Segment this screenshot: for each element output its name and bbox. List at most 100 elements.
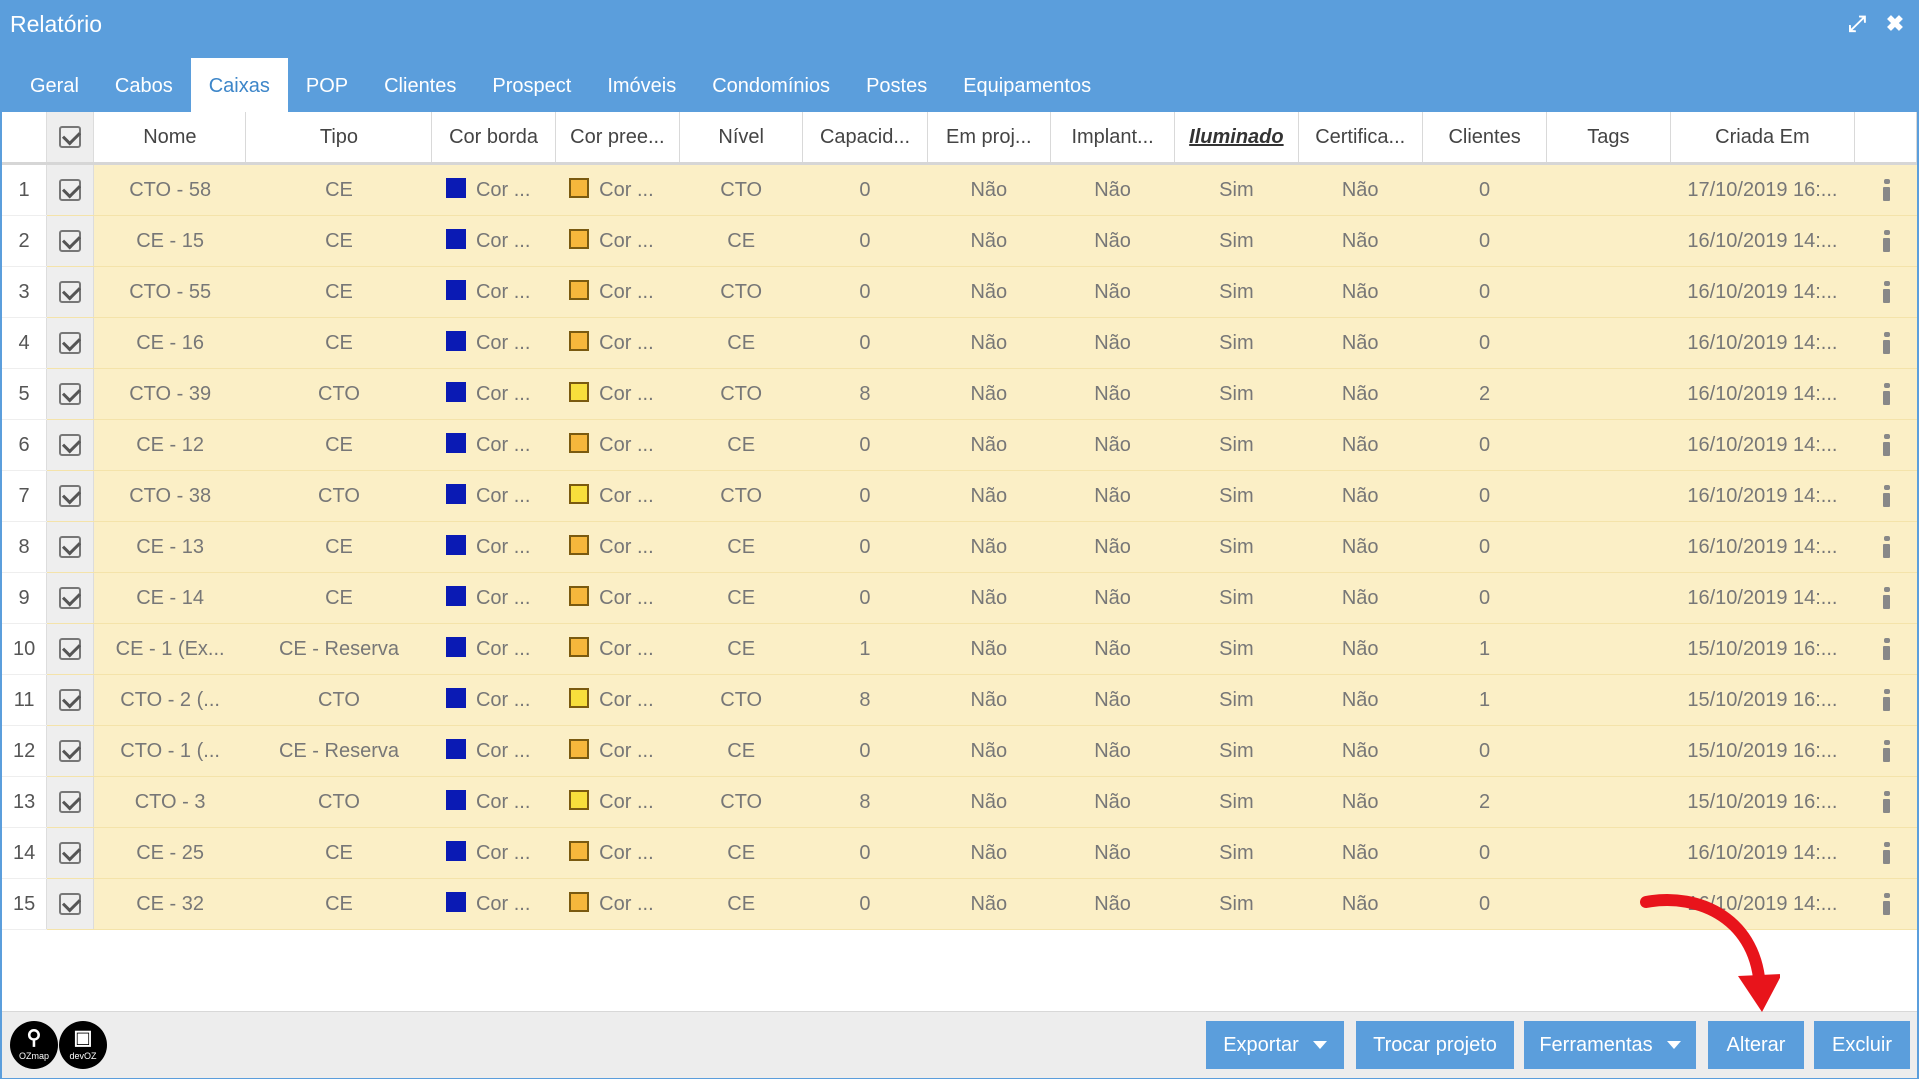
select-all-checkbox[interactable] bbox=[46, 112, 95, 165]
row-info-button[interactable] bbox=[1854, 878, 1917, 930]
row-checkbox[interactable] bbox=[46, 521, 95, 573]
tab-clientes[interactable]: Clientes bbox=[384, 75, 457, 97]
column-header[interactable]: Clientes bbox=[1422, 112, 1548, 165]
devoz-logo[interactable]: ▣ devOZ bbox=[59, 1021, 107, 1069]
tab-geral[interactable]: Geral bbox=[30, 75, 79, 97]
fill-color-swatch bbox=[569, 484, 590, 504]
border-color-swatch bbox=[445, 586, 466, 606]
column-header[interactable]: Tags bbox=[1546, 112, 1671, 165]
row-checkbox[interactable] bbox=[46, 725, 95, 777]
tab-caixas[interactable]: Caixas bbox=[190, 58, 288, 112]
cell-certificado: Não bbox=[1298, 317, 1423, 369]
tab-pop[interactable]: POP bbox=[305, 75, 349, 97]
row-checkbox[interactable] bbox=[46, 674, 95, 726]
column-header[interactable]: Em proj... bbox=[927, 112, 1051, 165]
tab-imoveis[interactable]: Imóveis bbox=[607, 75, 677, 97]
color-label: Cor ... bbox=[599, 587, 654, 609]
table-row[interactable]: 2 CE - 15 CE Cor ... Cor ... CE 0 Não Não Sim Não 0… bbox=[2, 215, 1917, 267]
row-info-button[interactable] bbox=[1854, 725, 1917, 777]
row-number: 2 bbox=[2, 215, 48, 267]
column-header[interactable]: Iluminado bbox=[1174, 112, 1299, 165]
tab-prospect[interactable]: Prospect bbox=[492, 75, 572, 97]
row-checkbox[interactable] bbox=[46, 266, 95, 318]
row-checkbox[interactable] bbox=[46, 317, 95, 369]
row-info-button[interactable] bbox=[1854, 470, 1917, 522]
collapse-icon[interactable]: ⤢ bbox=[1848, 11, 1866, 36]
tab-cabos[interactable]: Cabos bbox=[114, 75, 173, 97]
cell-nivel: CE bbox=[679, 827, 803, 879]
delete-button[interactable]: Excluir bbox=[1814, 1021, 1910, 1069]
row-info-button[interactable] bbox=[1854, 674, 1917, 726]
checkbox-checked-icon bbox=[59, 383, 82, 406]
table-row[interactable]: 4 CE - 16 CE Cor ... Cor ... CE 0 Não Não Sim Não 0… bbox=[2, 317, 1917, 369]
cell-capacidade: 8 bbox=[802, 368, 928, 420]
row-info-button[interactable] bbox=[1854, 317, 1917, 369]
cell-tags bbox=[1546, 368, 1671, 420]
cell-em-projeto: Não bbox=[927, 725, 1051, 777]
table-row[interactable]: 7 CTO - 38 CTO Cor ... Cor ... CTO 0 Não Não Sim N… bbox=[2, 470, 1917, 522]
close-icon[interactable]: ✖ bbox=[1885, 11, 1905, 36]
row-checkbox[interactable] bbox=[46, 419, 95, 471]
color-label: Cor ... bbox=[599, 179, 654, 201]
column-header[interactable]: Nível bbox=[679, 112, 804, 165]
table-row[interactable]: 12 CTO - 1 (... CE - Reserva Cor ... Cor ...… bbox=[2, 725, 1917, 777]
row-info-button[interactable] bbox=[1854, 368, 1917, 420]
column-header[interactable]: Implant... bbox=[1050, 112, 1176, 165]
table-row[interactable]: 8 CE - 13 CE Cor ... Cor ... CE 0 Não Não Sim Não 0… bbox=[2, 521, 1917, 573]
boxes-table: Nome Tipo Cor borda Cor pree... Nível Capacid… bbox=[2, 112, 1917, 930]
tab-postes[interactable]: Postes bbox=[866, 75, 928, 97]
checkbox-checked-icon bbox=[59, 332, 82, 355]
fill-color-swatch bbox=[569, 382, 590, 402]
row-info-button[interactable] bbox=[1854, 266, 1917, 318]
column-header[interactable]: Cor borda bbox=[431, 112, 556, 165]
row-checkbox[interactable] bbox=[46, 368, 95, 420]
row-info-button[interactable] bbox=[1854, 572, 1917, 624]
row-info-button[interactable] bbox=[1854, 419, 1917, 471]
column-header[interactable]: Tipo bbox=[245, 112, 433, 165]
row-info-button[interactable] bbox=[1854, 521, 1917, 573]
table-row[interactable]: 6 CE - 12 CE Cor ... Cor ... CE 0 Não Não Sim Não 0… bbox=[2, 419, 1917, 471]
row-checkbox[interactable] bbox=[46, 163, 95, 216]
cell-capacidade: 0 bbox=[802, 521, 928, 573]
row-info-button[interactable] bbox=[1854, 623, 1917, 675]
cell-nivel: CE bbox=[679, 419, 803, 471]
tab-condominios[interactable]: Condomínios bbox=[712, 75, 831, 97]
cell-nome: CE - 13 bbox=[93, 521, 246, 573]
tools-button[interactable]: Ferramentas bbox=[1524, 1021, 1696, 1069]
row-info-button[interactable] bbox=[1854, 163, 1917, 216]
row-checkbox[interactable] bbox=[46, 623, 95, 675]
ozmap-logo[interactable]: ⚲ OZmap bbox=[10, 1021, 58, 1069]
cell-iluminado: Sim bbox=[1174, 623, 1298, 675]
row-checkbox[interactable] bbox=[46, 827, 95, 879]
column-header[interactable]: Certifica... bbox=[1298, 112, 1423, 165]
row-checkbox[interactable] bbox=[46, 215, 95, 267]
row-checkbox[interactable] bbox=[46, 572, 95, 624]
cell-nivel: CE bbox=[679, 572, 803, 624]
table-row[interactable]: 3 CTO - 55 CE Cor ... Cor ... CTO 0 Não Não Sim Nã… bbox=[2, 266, 1917, 318]
row-info-button[interactable] bbox=[1854, 215, 1917, 267]
row-checkbox[interactable] bbox=[46, 878, 95, 930]
table-row[interactable]: 15 CE - 32 CE Cor ... Cor ... CE 0 Não Não Sim Não… bbox=[2, 878, 1917, 930]
tab-equipamentos[interactable]: Equipamentos bbox=[963, 75, 1092, 97]
edit-button[interactable]: Alterar bbox=[1708, 1021, 1804, 1069]
table-row[interactable]: 5 CTO - 39 CTO Cor ... Cor ... CTO 8 Não Não Sim N… bbox=[2, 368, 1917, 420]
cell-criada-em: 16/10/2019 14:... bbox=[1670, 317, 1855, 369]
row-checkbox[interactable] bbox=[46, 470, 95, 522]
cell-criada-em: 16/10/2019 14:... bbox=[1670, 827, 1855, 879]
table-row[interactable]: 14 CE - 25 CE Cor ... Cor ... CE 0 Não Não Sim Não… bbox=[2, 827, 1917, 879]
column-header[interactable]: Cor pree... bbox=[555, 112, 681, 165]
row-checkbox[interactable] bbox=[46, 776, 95, 828]
change-project-button[interactable]: Trocar projeto bbox=[1356, 1021, 1514, 1069]
column-header[interactable]: Capacid... bbox=[802, 112, 928, 165]
column-header[interactable]: Criada Em bbox=[1670, 112, 1856, 165]
row-info-button[interactable] bbox=[1854, 827, 1917, 879]
table-row[interactable]: 13 CTO - 3 CTO Cor ... Cor ... CTO 8 Não Não Sim N… bbox=[2, 776, 1917, 828]
table-row[interactable]: 1 CTO - 58 CE Cor ... Cor ... CTO 0 Não Não Sim Nã… bbox=[2, 163, 1917, 216]
table-row[interactable]: 9 CE - 14 CE Cor ... Cor ... CE 0 Não Não Sim Não 0… bbox=[2, 572, 1917, 624]
row-info-button[interactable] bbox=[1854, 776, 1917, 828]
cell-capacidade: 0 bbox=[802, 572, 928, 624]
export-button[interactable]: Exportar bbox=[1206, 1021, 1344, 1069]
table-row[interactable]: 11 CTO - 2 (... CTO Cor ... Cor ... CTO 8 Não Nã… bbox=[2, 674, 1917, 726]
table-row[interactable]: 10 CE - 1 (Ex... CE - Reserva Cor ... Cor ..… bbox=[2, 623, 1917, 675]
column-header[interactable]: Nome bbox=[93, 112, 247, 165]
